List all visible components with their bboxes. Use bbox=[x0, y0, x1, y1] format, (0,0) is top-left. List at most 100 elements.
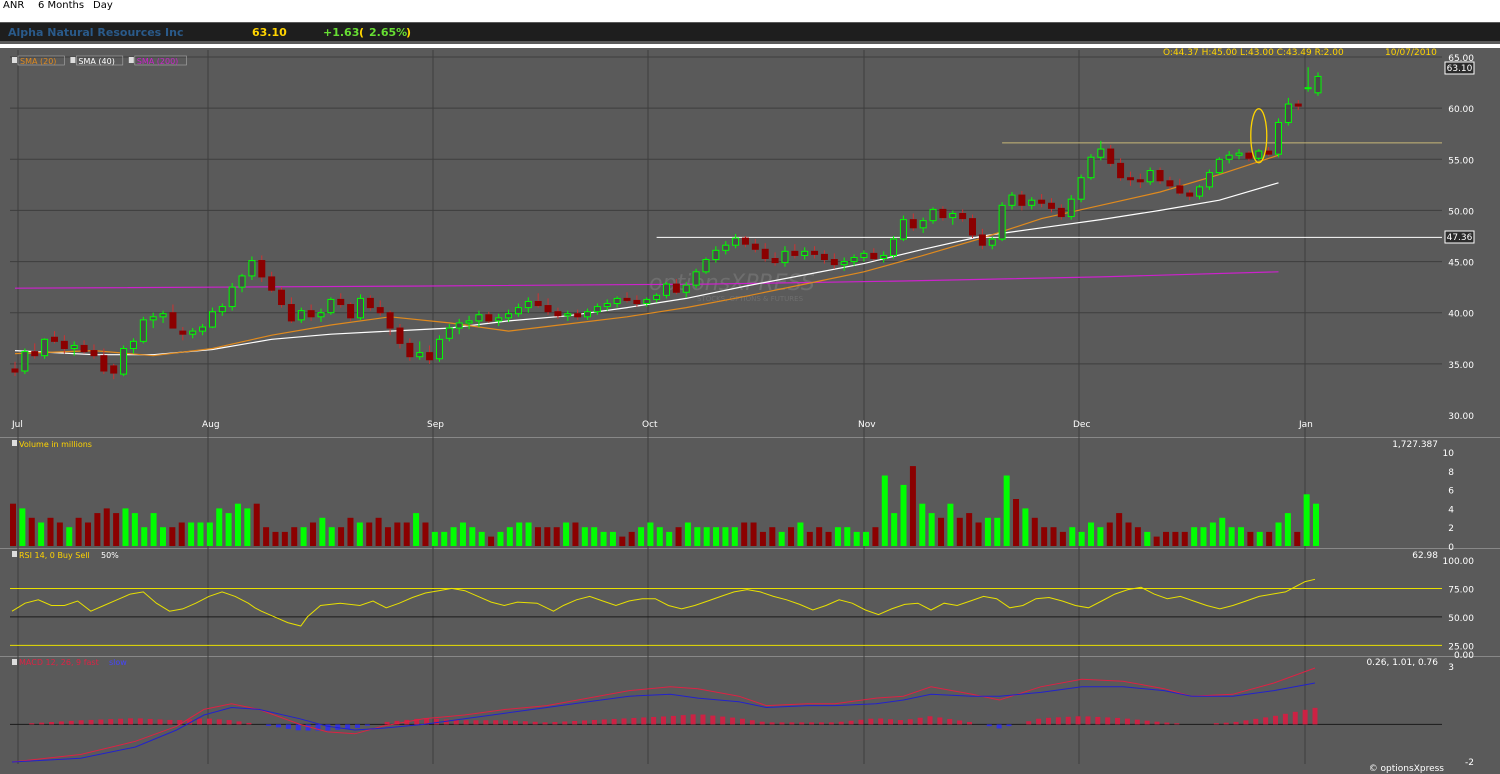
macd-histogram-bar bbox=[1115, 717, 1121, 725]
candle-body bbox=[959, 212, 967, 220]
macd-histogram-bar bbox=[177, 720, 183, 725]
candle-body bbox=[1126, 177, 1134, 181]
chart-background bbox=[0, 48, 1500, 774]
macd-histogram-bar bbox=[631, 717, 637, 725]
volume-bar bbox=[169, 527, 176, 546]
candle-body bbox=[1255, 150, 1263, 159]
volume-bar bbox=[394, 522, 401, 546]
sma-40-line bbox=[14, 182, 1279, 356]
candle-body bbox=[100, 355, 108, 372]
candle-body bbox=[1057, 207, 1065, 218]
macd-histogram-bar bbox=[552, 721, 558, 725]
volume-bar bbox=[900, 484, 907, 546]
volume-bar bbox=[956, 517, 963, 546]
macd-histogram-bar bbox=[493, 720, 499, 725]
volume-bar bbox=[938, 517, 945, 546]
macd-histogram-bar bbox=[1075, 716, 1081, 725]
candle-body bbox=[1156, 170, 1164, 182]
price-tick-label: 55.00 bbox=[1448, 156, 1474, 166]
volume-bar bbox=[459, 522, 466, 546]
candle-body bbox=[199, 326, 207, 332]
macd-histogram-bar bbox=[187, 719, 193, 725]
macd-histogram-bar bbox=[157, 719, 163, 725]
macd-histogram-bar bbox=[1095, 716, 1101, 725]
line-level-badge bbox=[1444, 230, 1475, 244]
candle-body bbox=[386, 312, 394, 329]
macd-histogram-bar bbox=[1312, 707, 1318, 725]
volume-bar bbox=[281, 531, 288, 546]
quote-bar: Alpha Natural Resources Inc 63.10 +1.63 … bbox=[0, 23, 1500, 41]
macd-histogram-bar bbox=[572, 720, 578, 725]
candle-body bbox=[297, 310, 305, 321]
macd-histogram-bar bbox=[897, 720, 903, 725]
macd-tick-label: 3 bbox=[1448, 663, 1454, 673]
macd-title: MACD 12, 26, 9 fast bbox=[19, 658, 99, 667]
volume-bar bbox=[1275, 522, 1282, 546]
macd-histogram-bar bbox=[58, 721, 64, 725]
candle-body bbox=[880, 254, 888, 260]
macd-histogram-bar bbox=[216, 719, 222, 725]
volume-bar bbox=[300, 527, 307, 546]
volume-bar bbox=[713, 527, 720, 546]
candle-body bbox=[80, 344, 88, 353]
volume-bar bbox=[309, 522, 316, 546]
candle-body bbox=[228, 286, 236, 308]
macd-histogram-bar bbox=[39, 722, 45, 725]
candle-body bbox=[840, 261, 848, 266]
macd-histogram-bar bbox=[424, 718, 430, 725]
candle-body bbox=[978, 234, 986, 246]
candle-body bbox=[860, 252, 868, 258]
candle-body bbox=[584, 311, 592, 318]
interval-selector[interactable]: Day bbox=[93, 0, 113, 11]
candle-body bbox=[60, 340, 68, 350]
volume-bar bbox=[1125, 522, 1132, 546]
volume-bar bbox=[253, 503, 260, 546]
symbol-label[interactable]: ANR bbox=[3, 0, 25, 11]
candle-body bbox=[1038, 199, 1046, 204]
volume-bar bbox=[759, 531, 766, 546]
candle-body bbox=[969, 218, 977, 236]
macd-histogram-bar bbox=[78, 720, 84, 725]
volume-bar bbox=[1116, 513, 1123, 546]
macd-tick-label: -2 bbox=[1465, 758, 1474, 768]
volume-bar bbox=[1078, 531, 1085, 546]
candle-body bbox=[1176, 185, 1184, 194]
candle-body bbox=[120, 348, 128, 375]
candle-body bbox=[741, 237, 749, 245]
candle-body bbox=[337, 298, 345, 306]
candle-body bbox=[189, 330, 197, 335]
volume-bar bbox=[141, 527, 148, 546]
rsi-tick-label: 25.00 bbox=[1448, 642, 1474, 652]
candle-body bbox=[50, 336, 58, 342]
macd-histogram-bar bbox=[305, 724, 311, 731]
macd-histogram-bar bbox=[661, 716, 666, 725]
volume-bar bbox=[1256, 531, 1263, 546]
last-price-badge bbox=[1444, 61, 1475, 75]
legend-box bbox=[17, 55, 65, 66]
volume-bar bbox=[1059, 531, 1066, 546]
price-tick-label: 60.00 bbox=[1448, 105, 1474, 115]
volume-bar bbox=[994, 517, 1001, 546]
candle-body bbox=[929, 208, 937, 222]
candle-body bbox=[495, 317, 503, 322]
volume-bar bbox=[881, 475, 888, 546]
volume-bar bbox=[113, 513, 120, 546]
macd-histogram-bar bbox=[384, 721, 390, 725]
range-selector[interactable]: 6 Months bbox=[38, 0, 85, 11]
candle-body bbox=[682, 284, 690, 293]
macd-histogram-bar bbox=[601, 719, 607, 725]
candle-body bbox=[1205, 172, 1213, 188]
footer-credit: © optionsXpress bbox=[1369, 764, 1445, 774]
candle-body bbox=[505, 313, 513, 319]
volume-bar bbox=[347, 517, 354, 546]
signal-line bbox=[11, 682, 1316, 763]
rsi-close-icon bbox=[12, 551, 17, 557]
volume-bar bbox=[638, 527, 645, 546]
macd-histogram-bar bbox=[108, 719, 114, 725]
macd-histogram-bar bbox=[364, 724, 370, 726]
volume-bar bbox=[872, 527, 879, 546]
volume-bar bbox=[788, 527, 795, 546]
candle-body bbox=[445, 327, 453, 339]
volume-bar bbox=[1134, 527, 1141, 546]
macd-histogram-bar bbox=[1223, 722, 1229, 725]
